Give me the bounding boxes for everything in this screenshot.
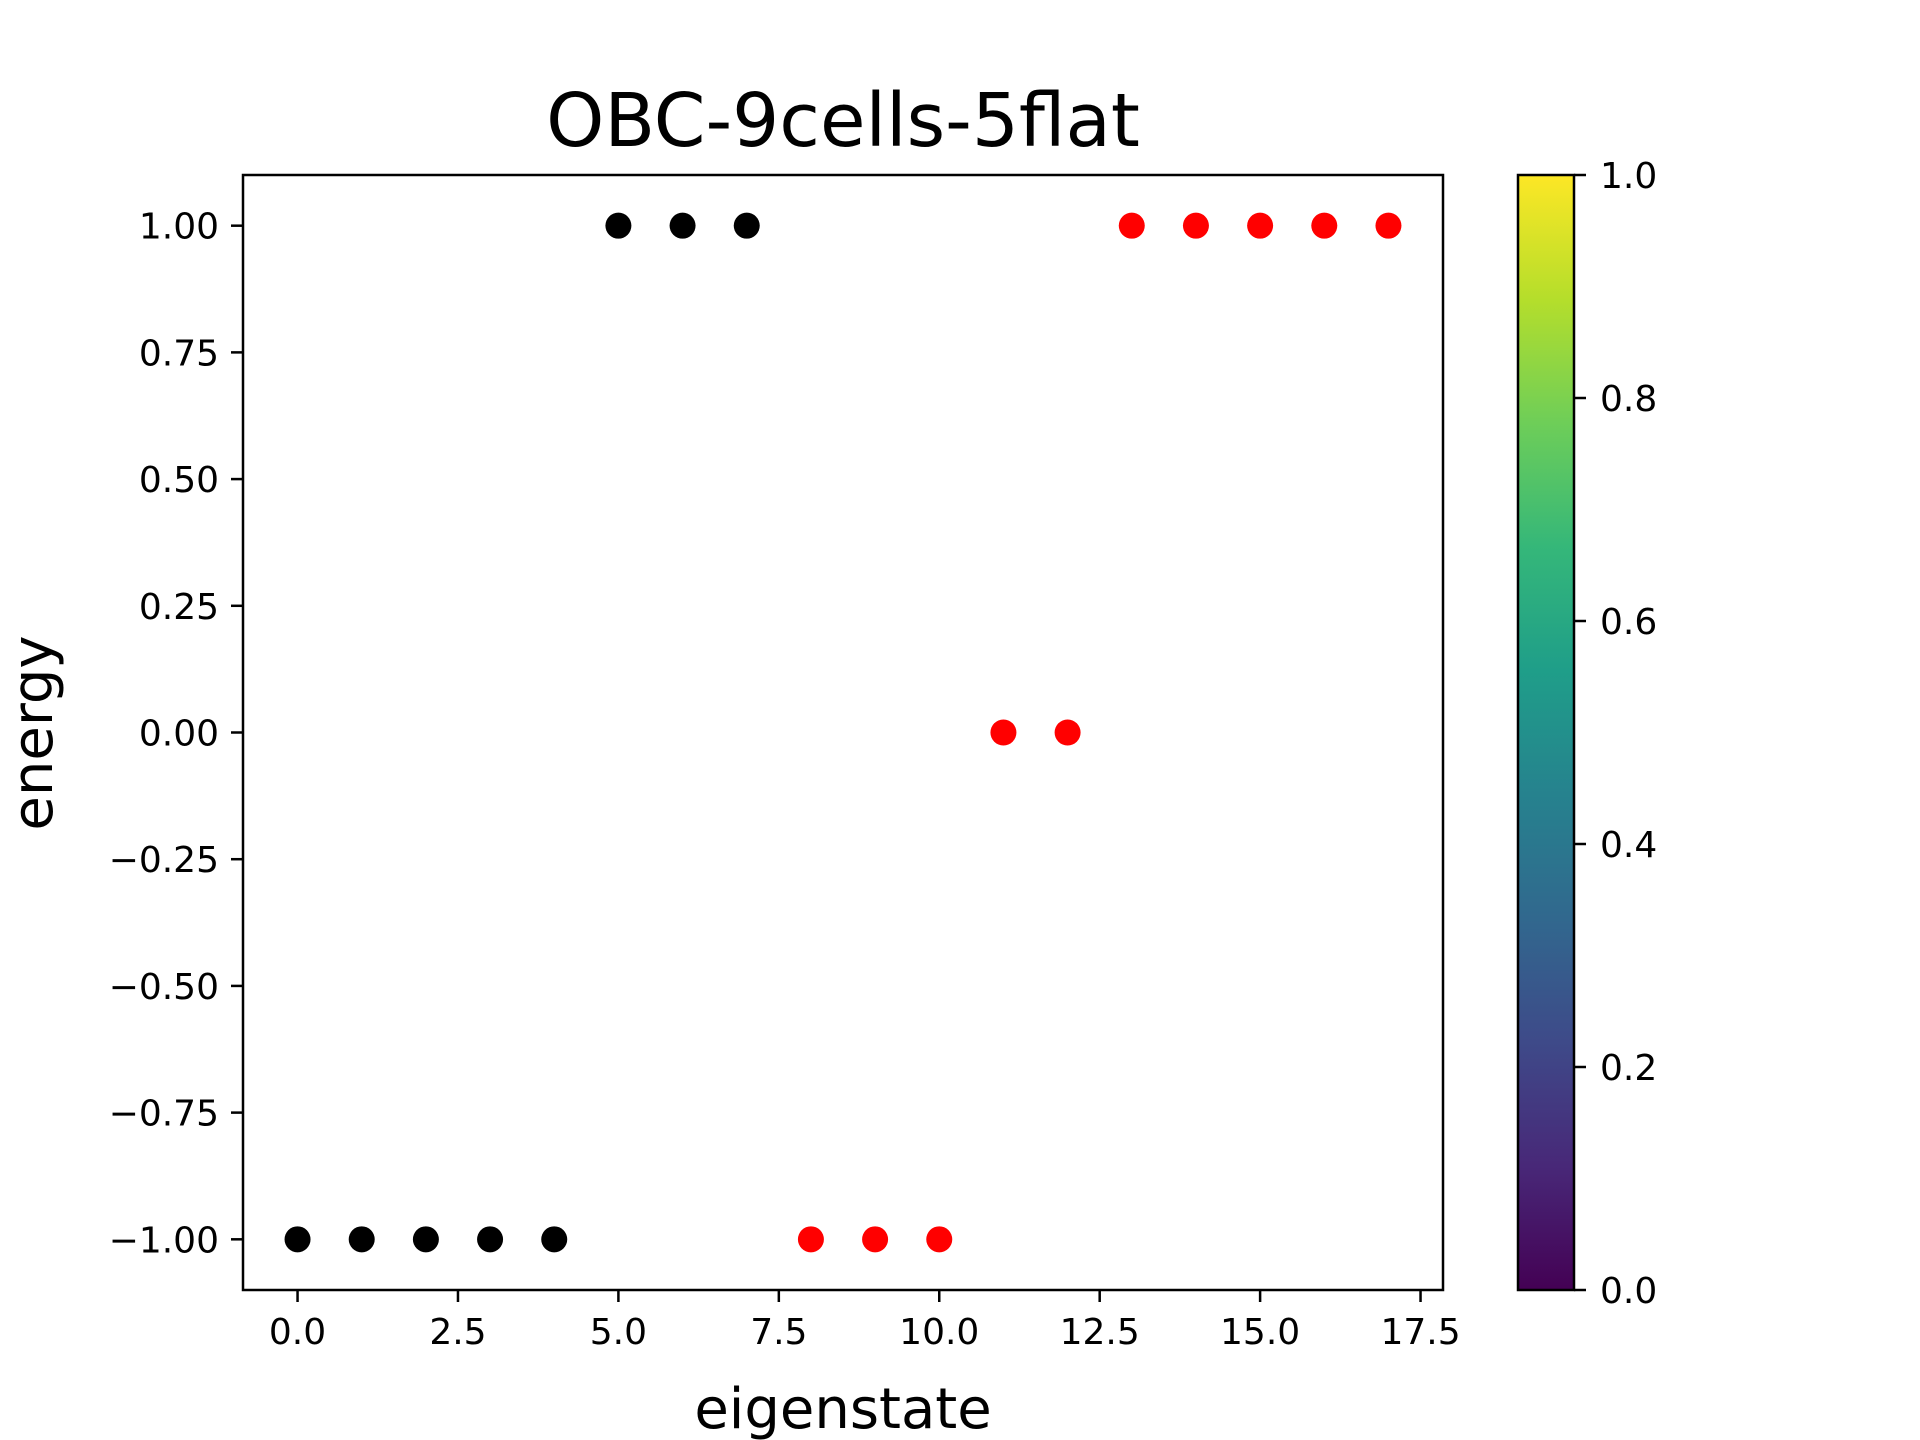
colorbar-tick-label: 0.2	[1600, 1048, 1657, 1089]
x-tick-label: 7.5	[750, 1312, 807, 1353]
data-point	[926, 1226, 953, 1253]
colorbar-tick-label: 0.0	[1600, 1271, 1657, 1312]
x-tick-label: 17.5	[1380, 1312, 1460, 1353]
data-point	[412, 1226, 439, 1253]
data-point	[477, 1226, 504, 1253]
y-axis-title: energy	[1, 635, 66, 830]
plot-area	[241, 173, 1445, 1292]
x-axis: 0.0 2.5 5.0 7.5 10.0 12.5 15.0 17.5	[269, 1290, 1461, 1353]
colorbar-tick-label: 0.8	[1600, 379, 1657, 420]
x-tick-label: 2.5	[429, 1312, 486, 1353]
data-point	[605, 212, 632, 239]
y-tick-label: 0.00	[139, 714, 219, 755]
y-tick-label: −0.50	[109, 967, 219, 1008]
x-tick-label: 5.0	[590, 1312, 647, 1353]
data-point	[1311, 212, 1338, 239]
colorbar-tick-label: 0.4	[1600, 825, 1657, 866]
chart-title: OBC-9cells-5flat	[546, 78, 1140, 164]
data-point	[284, 1226, 311, 1253]
colorbar	[1516, 173, 1576, 1292]
data-point	[733, 212, 760, 239]
y-tick-label: 0.50	[139, 460, 219, 501]
data-point	[1247, 212, 1274, 239]
data-points	[284, 212, 1402, 1253]
data-point	[797, 1226, 824, 1253]
data-point	[1375, 212, 1402, 239]
x-tick-label: 15.0	[1220, 1312, 1300, 1353]
y-tick-label: −0.75	[109, 1094, 219, 1135]
colorbar-tick-label: 0.6	[1600, 602, 1657, 643]
data-point	[669, 212, 696, 239]
x-tick-label: 0.0	[269, 1312, 326, 1353]
data-point	[348, 1226, 375, 1253]
data-point	[1118, 212, 1145, 239]
y-axis: 1.00 0.75 0.50 0.25 0.00 −0.25 −0.50 −0.75 −1.00	[109, 207, 243, 1261]
y-tick-label: 1.00	[139, 207, 219, 248]
y-tick-label: 0.75	[139, 333, 219, 374]
colorbar-axis: 0.0 0.2 0.4 0.6 0.8 1.0	[1574, 156, 1657, 1312]
y-tick-label: 0.25	[139, 587, 219, 628]
y-tick-label: −0.25	[109, 840, 219, 881]
data-point	[541, 1226, 568, 1253]
data-point	[1054, 719, 1081, 746]
x-tick-label: 10.0	[899, 1312, 979, 1353]
x-axis-title: eigenstate	[694, 1377, 991, 1440]
data-point	[1182, 212, 1209, 239]
y-tick-label: −1.00	[109, 1220, 219, 1261]
x-tick-label: 12.5	[1060, 1312, 1140, 1353]
colorbar-tick-label: 1.0	[1600, 156, 1657, 197]
data-point	[862, 1226, 889, 1253]
data-point	[990, 719, 1017, 746]
